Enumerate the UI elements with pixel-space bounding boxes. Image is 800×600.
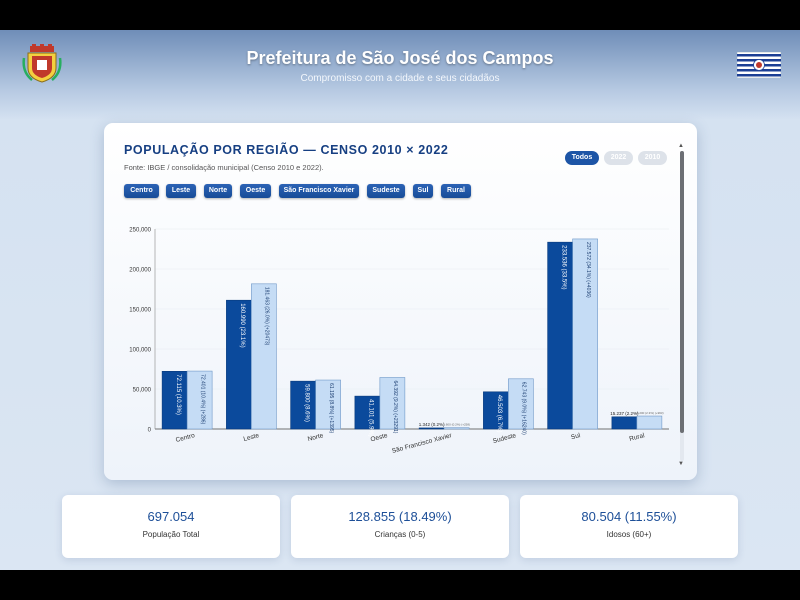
bar-2010 [611,416,638,430]
city-crest-icon [22,44,62,83]
bar-data-label: 237.572 (34.1%) (+4036) [585,242,591,298]
bar-2022 [508,378,534,430]
city-flag-icon [737,52,781,78]
bar-data-label: 1.600 (0.2%) (+258) [443,423,470,427]
stat-card-children: 128.855 (18.49%) Crianças (0-5) [291,495,509,558]
y-tick-label: 200,000 [129,268,151,274]
bar-2010 [226,299,252,430]
bar-2022 [443,427,470,430]
year-toggle-2022[interactable]: 2022 [604,151,633,165]
bar-data-label: 15.237 (2.2%) [610,411,639,416]
bar-2022 [636,415,663,430]
stat-label: População Total [142,530,200,539]
bar-2010 [483,391,509,430]
x-tick-label: Leste [243,432,261,443]
stat-card-total-population: 697.054 População Total [62,495,280,558]
chart-source: Fonte: IBGE / consolidação municipal (Ce… [124,163,324,172]
bar-2010 [418,427,445,430]
bar-data-label: 181.463 (26.0%) (+20473) [264,287,270,346]
bar-data-label: 46.503 (6.7%) [496,395,502,433]
bar-data-label: 59.800 (8.6%) [303,384,309,422]
chart-scrollbar-thumb[interactable] [680,151,684,433]
region-filter-sul[interactable]: Sul [413,184,433,198]
x-tick-label: Rural [629,432,646,443]
region-filter-centro[interactable]: Centro [124,184,159,198]
bar-data-label: 41.101 (5.9%) [368,399,374,437]
region-filter-sudeste[interactable]: Sudeste [367,184,405,198]
bar-2010 [161,371,188,430]
x-tick-label: Oeste [370,432,389,443]
population-bar-chart: 0 50,000 100,000 150,000 200,000 250,000 72.11… [129,228,669,455]
site-title: Prefeitura de São José dos Campos [246,48,554,68]
bar-2022 [572,238,598,430]
scroll-down-arrow-icon[interactable]: ▼ [678,461,684,467]
y-tick-label: 100,000 [129,348,151,354]
region-filter-oeste[interactable]: Oeste [240,184,271,198]
population-chart-card: POPULAÇÃO POR REGIÃO — CENSO 2010 × 2022… [104,123,697,480]
bar-2022 [379,377,406,430]
bar-2010 [547,241,573,430]
x-tick-label: Centro [175,432,196,444]
site-subtitle: Compromisso com a cidade e seus cidadãos [300,73,500,84]
x-tick-label: São Francisco Xavier [391,432,453,455]
region-filter-sao-francisco-xavier[interactable]: São Francisco Xavier [279,184,359,198]
y-tick-label: 150,000 [129,308,151,314]
bottom-letterbox [0,570,800,600]
year-toggle-2010[interactable]: 2010 [638,151,667,165]
y-tick-label: 250,000 [129,228,151,234]
stat-value: 128.855 (18.49%) [348,509,452,524]
y-tick-label: 0 [148,428,152,434]
stat-card-elderly: 80.504 (11.55%) Idosos (60+) [520,495,738,558]
site-header: Prefeitura de São José dos Campos Compro… [0,30,800,102]
x-tick-label: Sudeste [492,432,517,445]
stat-value: 80.504 (11.55%) [581,509,677,524]
bar-2010 [354,395,381,430]
bar-data-label: 61.195 (8.8%) (+1395) [328,383,334,434]
x-tick-label: Sul [570,432,581,441]
bar-data-label: 72.401 (10.4%) (+286) [199,374,205,425]
page: Prefeitura de São José dos Campos Compro… [0,30,800,570]
bar-data-label: 16.200 (2.3%) (+963) [635,411,663,415]
scroll-up-arrow-icon[interactable]: ▲ [678,143,684,149]
bar-2022 [315,379,341,430]
bar-data-label: 62.743 (9.0%) (+16240) [521,382,527,435]
stat-label: Crianças (0-5) [374,530,426,539]
bar-2022 [186,370,213,430]
bar-data-label: 233.536 (33.5%) [560,245,566,289]
bar-data-label: 72.115 (10.3%) [175,374,181,415]
region-filter-norte[interactable]: Norte [204,184,232,198]
bar-2010 [290,380,316,430]
bar-2022 [251,283,277,430]
year-toggle-all[interactable]: Todos [565,151,599,165]
x-tick-label: Norte [307,432,325,443]
bar-data-label: 1.342 (0.2%) [419,422,445,427]
region-filter-rural[interactable]: Rural [441,184,471,198]
chart-title: POPULAÇÃO POR REGIÃO — CENSO 2010 × 2022 [124,143,449,157]
stat-label: Idosos (60+) [606,530,652,539]
stat-value: 697.054 [147,509,195,524]
top-letterbox [0,0,800,30]
y-tick-label: 50,000 [133,388,152,394]
bar-data-label: 64.392 (9.2%) (+23291) [392,380,398,433]
bar-data-label: 160.990 (23.1%) [239,303,245,347]
region-filter-leste[interactable]: Leste [166,184,196,198]
